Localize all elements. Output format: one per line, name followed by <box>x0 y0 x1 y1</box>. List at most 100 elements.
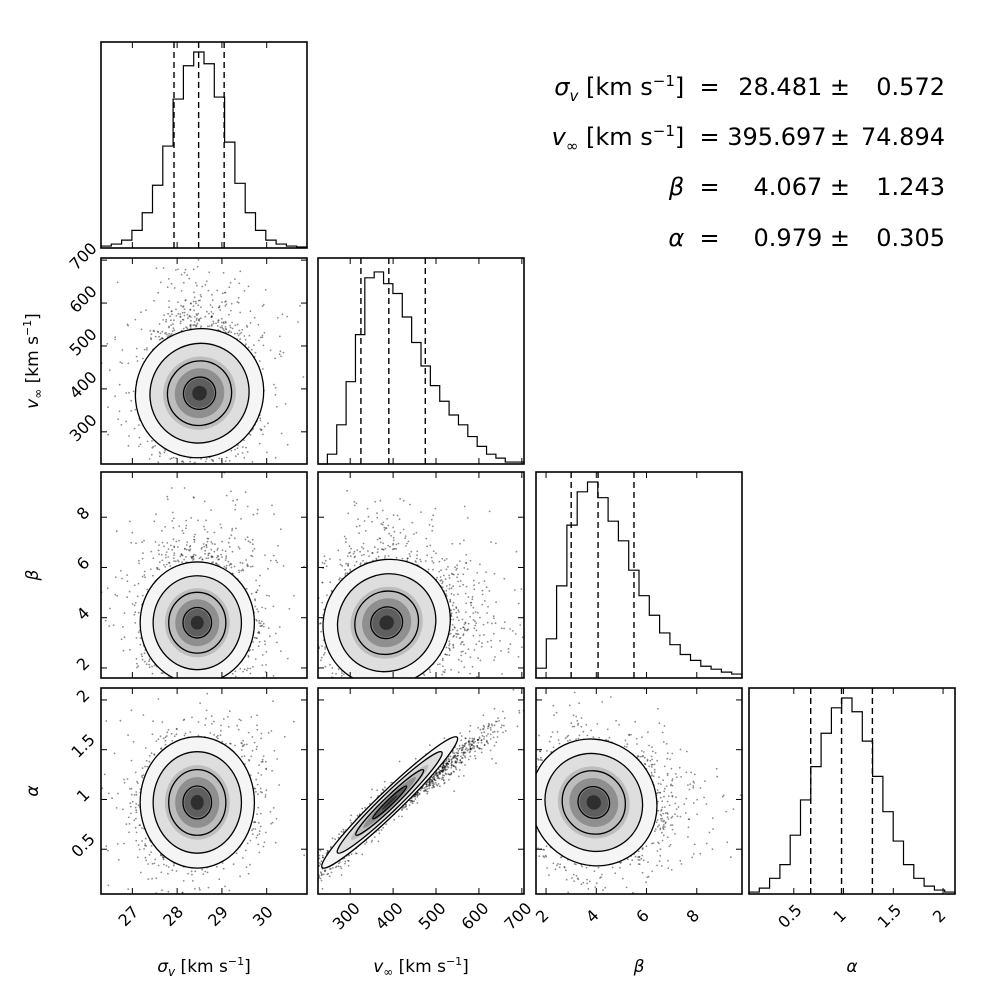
sample-point <box>218 457 221 460</box>
sample-point <box>134 601 137 604</box>
sample-point <box>229 465 231 467</box>
sample-point <box>257 610 260 613</box>
sample-point <box>161 330 164 333</box>
sample-point <box>225 303 228 306</box>
sample-point <box>172 680 174 682</box>
sample-point <box>260 625 263 628</box>
sample-point <box>188 545 191 548</box>
sample-point <box>107 433 109 436</box>
sample-point <box>201 558 204 561</box>
sample-point <box>144 695 146 697</box>
sample-point <box>215 480 217 482</box>
sample-point <box>197 259 200 261</box>
sample-point <box>178 525 181 527</box>
sample-point <box>225 564 228 567</box>
sample-point <box>230 563 233 566</box>
sample-point <box>180 304 183 307</box>
sample-point <box>192 559 195 561</box>
sample-point <box>247 656 250 658</box>
sample-point <box>182 281 185 284</box>
sample-point <box>216 547 219 550</box>
contour-line <box>134 327 265 459</box>
sample-point <box>168 465 170 467</box>
sample-point <box>205 280 208 283</box>
sample-point <box>256 589 259 592</box>
sample-point <box>279 335 281 338</box>
sample-point <box>264 643 266 646</box>
sample-point <box>194 466 196 468</box>
sample-point <box>135 355 138 358</box>
sample-point <box>195 302 197 305</box>
sample-point <box>253 316 256 319</box>
sample-point <box>191 699 193 701</box>
sample-point <box>180 290 183 292</box>
sample-point <box>228 286 231 289</box>
sample-point <box>195 474 197 476</box>
sample-point <box>136 662 138 665</box>
sample-point <box>221 292 224 295</box>
sample-point <box>193 497 195 499</box>
sample-point <box>193 539 196 541</box>
sample-point <box>221 326 224 329</box>
sample-point <box>230 309 232 312</box>
panel-content <box>101 244 332 501</box>
sample-point <box>196 284 198 287</box>
sample-point <box>190 324 192 326</box>
sample-point <box>185 326 188 329</box>
sample-point <box>330 433 332 435</box>
sample-point <box>161 480 163 482</box>
sample-point <box>213 244 215 246</box>
sample-point <box>185 548 188 551</box>
sample-point <box>135 542 137 545</box>
sample-point <box>108 369 111 372</box>
sample-point <box>267 627 270 629</box>
sample-point <box>170 324 173 326</box>
sample-point <box>222 322 225 325</box>
sample-point <box>261 606 263 609</box>
sample-point <box>170 310 173 313</box>
sample-point <box>181 489 183 491</box>
sample-point <box>135 658 138 660</box>
sample-point <box>181 561 184 564</box>
sample-point <box>207 552 210 555</box>
sample-point <box>216 325 219 327</box>
sample-point <box>193 324 196 326</box>
sample-point <box>208 312 210 315</box>
sample-point <box>182 327 185 330</box>
sample-point <box>224 550 227 552</box>
sample-point <box>154 445 157 447</box>
sample-point <box>143 570 146 573</box>
sample-point <box>133 613 136 616</box>
sample-point <box>196 314 199 317</box>
sample-point <box>191 473 193 475</box>
sample-point <box>218 558 221 561</box>
sample-point <box>243 289 246 292</box>
sample-point <box>191 555 194 558</box>
sample-point <box>132 390 135 393</box>
sample-point <box>171 330 174 333</box>
sample-point <box>173 557 175 560</box>
sample-point <box>230 302 233 305</box>
sample-point <box>205 458 208 460</box>
sample-point <box>252 344 255 347</box>
sample-point <box>263 425 266 428</box>
sample-point <box>241 452 244 454</box>
sample-point <box>163 451 166 454</box>
sample-point <box>262 344 265 347</box>
sample-point <box>185 299 187 301</box>
sample-point <box>258 622 260 624</box>
sample-point <box>210 325 213 327</box>
sample-point <box>137 665 140 668</box>
panel-frame <box>100 257 308 465</box>
sample-point <box>207 289 210 292</box>
sample-point <box>267 567 269 570</box>
sample-point <box>126 596 129 599</box>
sample-point <box>219 480 221 482</box>
sample-point <box>255 618 257 621</box>
sample-point <box>175 682 177 684</box>
sample-point <box>243 335 246 337</box>
sample-point <box>225 300 227 302</box>
sample-point <box>249 541 252 544</box>
sample-point <box>216 499 218 501</box>
sample-point <box>258 631 260 634</box>
